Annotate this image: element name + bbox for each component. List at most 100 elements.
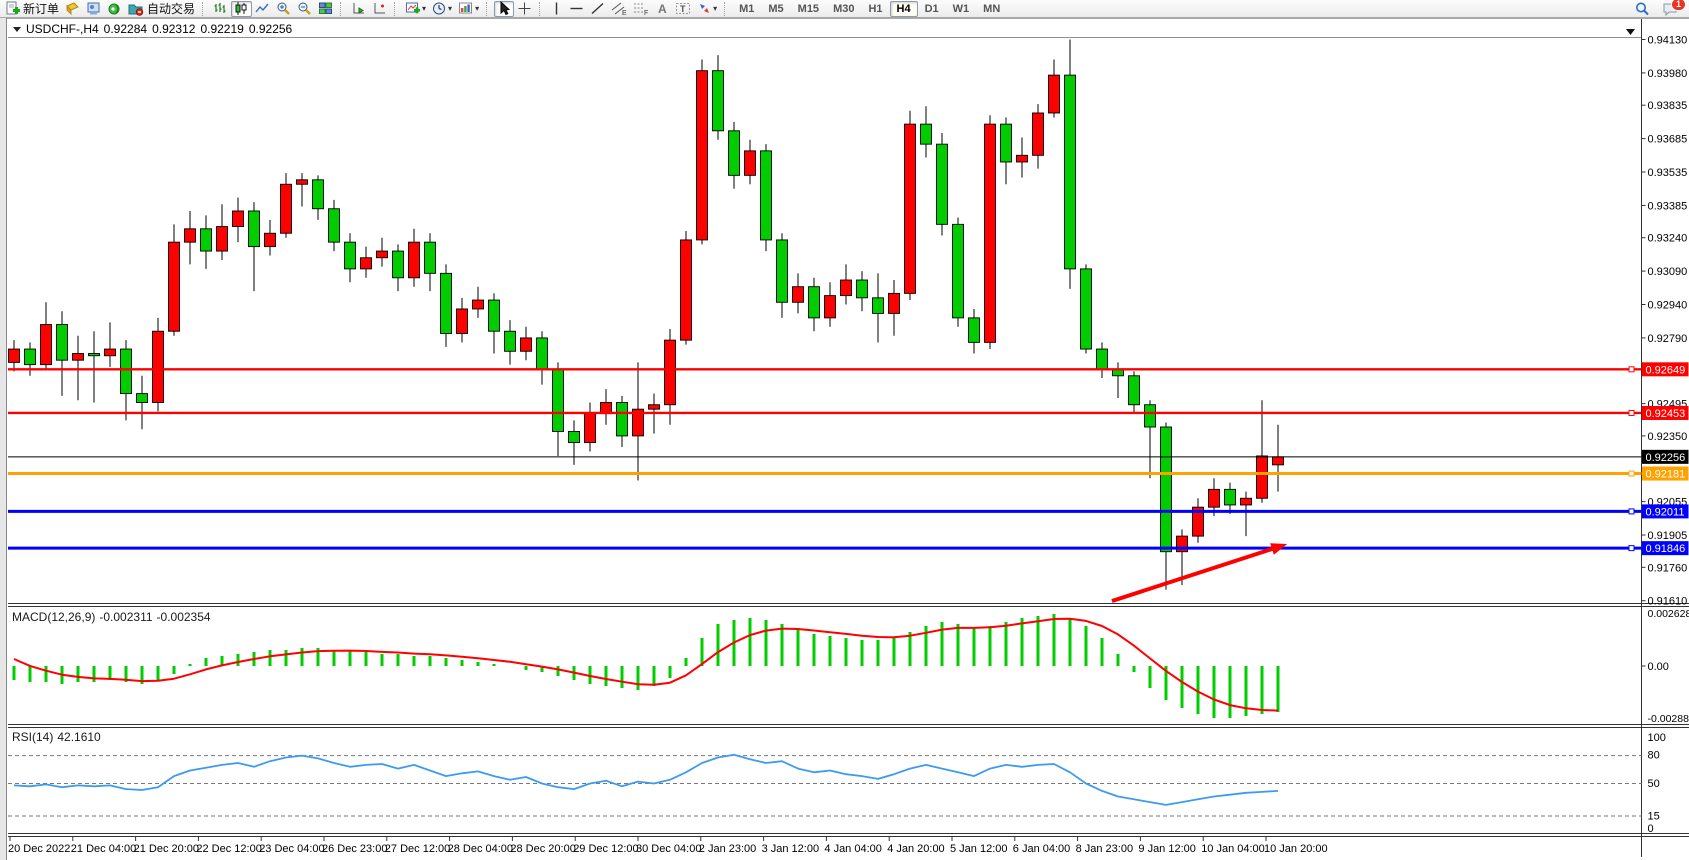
- price-tick-label: 0.93090: [1648, 266, 1688, 278]
- tile-windows-button[interactable]: [315, 1, 336, 17]
- bar-chart-icon: [214, 3, 226, 13]
- candle-bull: [520, 337, 532, 352]
- timeframe-mn[interactable]: MN: [983, 2, 1001, 15]
- timeframe-h4[interactable]: H4: [889, 0, 918, 17]
- bar-chart-button[interactable]: [210, 1, 231, 17]
- price-tag-label: 0.92011: [1646, 506, 1685, 518]
- timeframe-m15[interactable]: M15: [797, 2, 820, 15]
- market-watch-button[interactable]: [62, 1, 83, 17]
- timeframe-m30[interactable]: M30: [833, 2, 855, 15]
- price-tag-label: 0.92256: [1646, 452, 1686, 464]
- new-chart-button[interactable]: ▾: [402, 1, 429, 17]
- candle-bull: [1256, 455, 1268, 499]
- auto-scroll-button[interactable]: [369, 1, 390, 17]
- candle-bull: [584, 413, 596, 444]
- fibonacci-button[interactable]: F: [630, 1, 652, 17]
- line-anchor-handle[interactable]: [1628, 409, 1635, 416]
- collapse-triangle-icon: [13, 26, 21, 32]
- zoom-in-button[interactable]: [273, 1, 294, 17]
- candle-bear: [1128, 375, 1140, 406]
- candle-bull: [1240, 497, 1252, 506]
- candlestick-chart-button[interactable]: [231, 0, 253, 17]
- window-left-edge: [0, 18, 7, 860]
- new-order-button[interactable]: 新订单: [2, 1, 62, 17]
- macd-main-value: -0.002311: [99, 610, 153, 624]
- candle-bull: [1272, 456, 1284, 466]
- line-anchor-handle[interactable]: [1628, 366, 1635, 373]
- timeframe-bar: M1 M5 M15 M30 H1 H4 D1 W1 MN: [732, 0, 1007, 17]
- candle-bull: [1016, 154, 1028, 163]
- candle-bear: [248, 210, 260, 248]
- line-anchor-handle[interactable]: [1628, 508, 1635, 515]
- timeframe-w1[interactable]: W1: [952, 2, 970, 15]
- crosshair-button[interactable]: [514, 1, 535, 17]
- clock-icon: [433, 2, 446, 15]
- candle-bear: [328, 208, 340, 243]
- timeframe-m5[interactable]: M5: [768, 2, 784, 15]
- search-button[interactable]: [1631, 1, 1653, 17]
- chart-open-value: 0.92284: [103, 22, 148, 36]
- candle-bull: [680, 239, 692, 341]
- chart-title-bar[interactable]: USDCHF-,H4 0.92284 0.92312 0.92219 0.922…: [13, 22, 292, 36]
- svg-text:F: F: [644, 10, 648, 16]
- chart-shift-button[interactable]: [348, 1, 369, 17]
- time-tick-label: 20 Dec 2022: [8, 843, 70, 855]
- text-box-button[interactable]: T: [672, 1, 694, 17]
- text-label-button[interactable]: A: [652, 1, 672, 17]
- price-tick-label: 0.93980: [1648, 68, 1688, 80]
- price-tick-label: 0.93240: [1648, 233, 1688, 245]
- candlestick-chart-icon: [235, 2, 247, 15]
- timeframe-d1[interactable]: D1: [924, 2, 939, 15]
- trendline-button[interactable]: [587, 1, 608, 17]
- crosshair-icon: [518, 2, 531, 15]
- notifications-button[interactable]: 1: [1659, 0, 1686, 17]
- horizontal-line-button[interactable]: [566, 1, 587, 17]
- navigator-button[interactable]: [83, 1, 104, 17]
- candle-bull: [8, 348, 20, 363]
- candle-bull: [1176, 535, 1188, 553]
- candle-bull: [792, 286, 804, 303]
- channel-button[interactable]: E: [608, 1, 630, 17]
- candle-bear: [312, 179, 324, 210]
- candle-bull: [296, 179, 308, 185]
- templates-button[interactable]: ▾: [455, 1, 482, 17]
- arrows-button[interactable]: ▾: [694, 1, 720, 17]
- cursor-icon: [500, 1, 511, 16]
- price-tick-label: 0.91610: [1648, 596, 1688, 608]
- price-tag-label: 0.92181: [1646, 469, 1686, 481]
- candle-bull: [696, 70, 708, 241]
- timeframe-h1[interactable]: H1: [868, 2, 883, 15]
- rsi-value: 42.1610: [57, 730, 101, 744]
- timeframe-m1[interactable]: M1: [739, 2, 755, 15]
- new-order-label: 新订单: [23, 2, 60, 16]
- autotrade-icon: [128, 4, 144, 16]
- time-tick-label: 4 Jan 20:00: [887, 843, 945, 855]
- trend-arrow-line[interactable]: [1111, 547, 1273, 603]
- candle-bull: [280, 183, 292, 234]
- trend-arrow-head[interactable]: [1270, 543, 1288, 555]
- candle-bull: [152, 330, 164, 403]
- macd-signal-line: [13, 617, 1279, 712]
- line-anchor-handle[interactable]: [1628, 470, 1635, 477]
- autotrade-button[interactable]: 自动交易: [125, 1, 198, 17]
- rsi-axis-label: 100: [1648, 732, 1666, 744]
- line-anchor-handle[interactable]: [1628, 545, 1635, 552]
- cursor-button[interactable]: [494, 0, 515, 17]
- dropdown-arrow-icon: ▾: [475, 4, 480, 13]
- notification-badge: 1: [1670, 0, 1686, 11]
- vertical-line-button[interactable]: [547, 1, 566, 17]
- signals-button[interactable]: [104, 1, 125, 17]
- line-chart-button[interactable]: [252, 1, 273, 17]
- zoom-out-button[interactable]: [294, 1, 315, 17]
- dropdown-arrow-icon: ▾: [422, 4, 427, 13]
- new-order-icon: [6, 1, 20, 15]
- equidistant-channel-icon: E: [611, 2, 627, 16]
- periods-button[interactable]: ▾: [429, 1, 455, 17]
- candle-bull: [408, 241, 420, 279]
- trendline-icon: [591, 2, 604, 15]
- chart-symbol-period: USDCHF-,H4: [26, 22, 99, 36]
- candle-bear: [808, 286, 820, 319]
